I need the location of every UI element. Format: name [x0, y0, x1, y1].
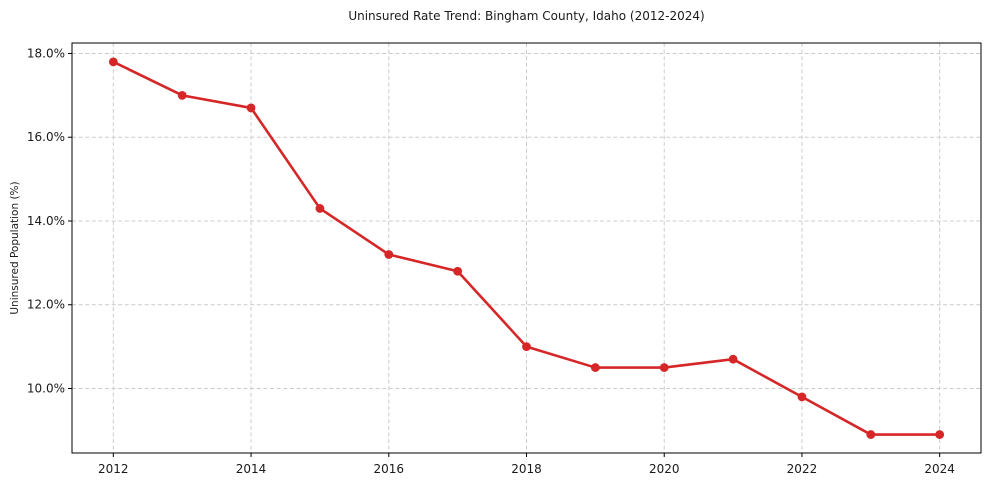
y-tick-label: 16.0% [27, 130, 65, 144]
y-tick-label: 10.0% [27, 382, 65, 396]
x-tick-label: 2022 [787, 462, 818, 476]
x-tick-label: 2018 [511, 462, 542, 476]
data-point-marker [935, 430, 945, 439]
data-point-marker [384, 250, 394, 259]
data-point-marker [797, 392, 807, 402]
data-point-marker [522, 342, 531, 352]
data-point-marker [728, 354, 738, 364]
x-tick-label: 2014 [236, 462, 267, 476]
y-tick-label: 14.0% [27, 214, 65, 228]
y-tick-label: 18.0% [27, 46, 65, 60]
data-point-marker [866, 430, 876, 439]
data-point-marker [590, 363, 600, 372]
data-point-marker [659, 363, 669, 372]
data-point-marker [315, 204, 325, 213]
y-tick-label: 12.0% [27, 298, 65, 312]
data-point-marker [453, 266, 463, 276]
x-tick-label: 2024 [924, 462, 955, 476]
data-point-marker [246, 103, 256, 113]
x-tick-label: 2016 [373, 462, 404, 476]
data-point-marker [108, 57, 118, 67]
chart-title: Uninsured Rate Trend: Bingham County, Id… [348, 9, 705, 23]
x-tick-label: 2020 [649, 462, 680, 476]
data-point-marker [177, 90, 187, 100]
x-tick-label: 2012 [98, 462, 129, 476]
